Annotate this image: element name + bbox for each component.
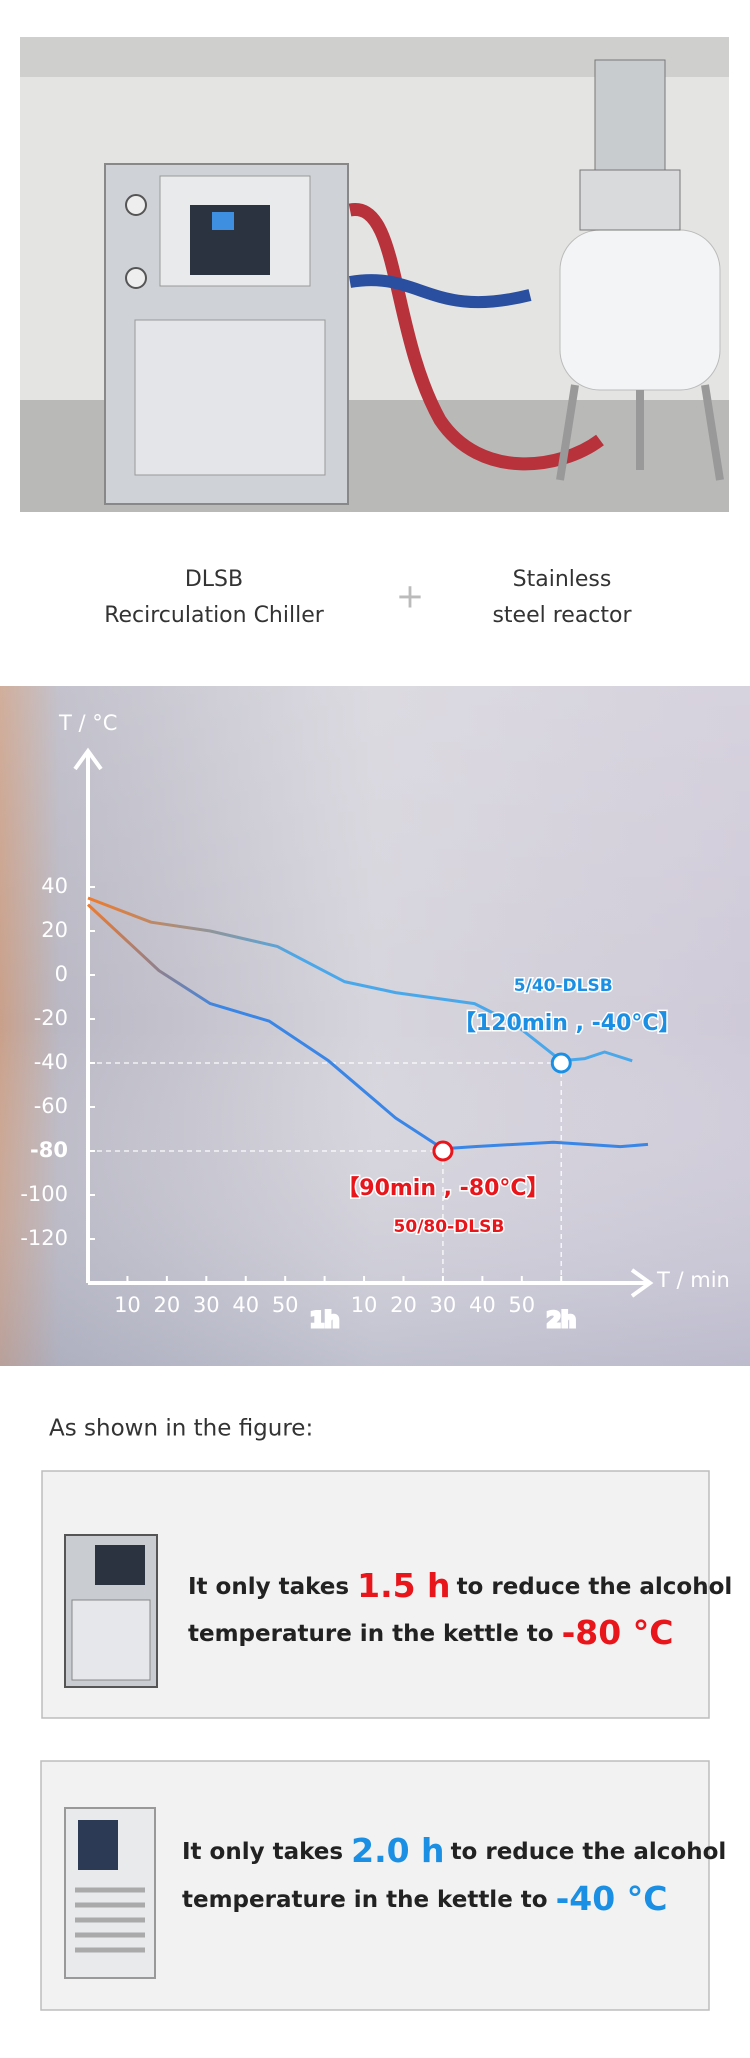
note-time: 1.5 h bbox=[357, 1566, 450, 1605]
y-axis-title: T / °C bbox=[58, 711, 117, 735]
chart: T / °C T / min 40 20 0 -20 -40 -60 -80 -100 -120 10… bbox=[20, 711, 730, 1334]
caption: Recirculation Chiller bbox=[104, 603, 325, 628]
note-temp: -40 °C bbox=[556, 1879, 668, 1918]
caption: Stainless bbox=[513, 567, 612, 592]
y-tick-label: -80 bbox=[30, 1138, 68, 1162]
y-tick-label: -20 bbox=[34, 1006, 68, 1030]
series-line bbox=[86, 903, 649, 1151]
x-tick-label: 2h bbox=[546, 1308, 576, 1332]
note-temp: -80 °C bbox=[562, 1613, 674, 1652]
y-tick-label: 40 bbox=[41, 874, 68, 898]
x-axis-arrow bbox=[630, 1268, 654, 1298]
y-tick-label: 0 bbox=[55, 962, 68, 986]
note-line: It only takes 2.0 h to reduce the alcohol bbox=[182, 1831, 726, 1870]
intro: As shown in the figure: bbox=[49, 1416, 313, 1442]
x-tick-label: 30 bbox=[193, 1293, 220, 1317]
y-tick-label: 20 bbox=[41, 918, 68, 942]
note-time: 2.0 h bbox=[351, 1831, 444, 1870]
note-box bbox=[40, 1760, 710, 2011]
highlight-name: 50/80-DLSB bbox=[394, 1217, 505, 1237]
x-tick-label: 1h bbox=[310, 1308, 340, 1332]
x-tick-label: 20 bbox=[154, 1293, 181, 1317]
note-line: temperature in the kettle to -40 °C bbox=[182, 1879, 667, 1918]
x-tick-label: 40 bbox=[232, 1293, 259, 1317]
x-tick-label: 50 bbox=[272, 1293, 299, 1317]
highlight-point bbox=[432, 1140, 454, 1162]
x-tick-label: 40 bbox=[469, 1293, 496, 1317]
y-axis-arrow bbox=[73, 747, 103, 771]
x-axis-title: T / min bbox=[656, 1268, 730, 1292]
note-line: It only takes 1.5 h to reduce the alcohol bbox=[188, 1566, 732, 1605]
y-tick-label: -60 bbox=[34, 1094, 68, 1118]
note-text: temperature in the kettle to bbox=[182, 1887, 548, 1913]
series-line bbox=[87, 896, 633, 1063]
x-tick-label: 50 bbox=[508, 1293, 535, 1317]
x-tick-label: 30 bbox=[430, 1293, 457, 1317]
chart-shade bbox=[0, 686, 750, 1366]
caption: steel reactor bbox=[492, 603, 632, 628]
y-tick-label: -40 bbox=[34, 1050, 68, 1074]
note-line: temperature in the kettle to -80 °C bbox=[188, 1613, 673, 1652]
note-text: It only takes bbox=[182, 1839, 343, 1865]
highlight-label: 【120min , -40°C】 bbox=[454, 1011, 681, 1036]
note-text: to reduce the alcohol bbox=[457, 1574, 733, 1600]
x-tick-label: 10 bbox=[114, 1293, 141, 1317]
plus-sign: + bbox=[396, 577, 425, 617]
note-text: It only takes bbox=[188, 1574, 349, 1600]
note-text: to reduce the alcohol bbox=[451, 1839, 727, 1865]
caption: DLSB bbox=[185, 567, 243, 592]
product-photo bbox=[20, 37, 729, 512]
notes: It only takes 1.5 h to reduce the alcohol t… bbox=[182, 1566, 732, 1918]
x-tick-label: 20 bbox=[390, 1293, 417, 1317]
highlight-label: 【90min , -80°C】 bbox=[337, 1176, 548, 1201]
note-box bbox=[41, 1470, 710, 1719]
highlight-point bbox=[550, 1052, 572, 1074]
y-tick-label: -120 bbox=[20, 1226, 68, 1250]
highlight-name: 5/40-DLSB bbox=[514, 976, 613, 996]
x-tick-label: 10 bbox=[351, 1293, 378, 1317]
note-text: temperature in the kettle to bbox=[188, 1621, 554, 1647]
y-tick-label: -100 bbox=[20, 1182, 68, 1206]
